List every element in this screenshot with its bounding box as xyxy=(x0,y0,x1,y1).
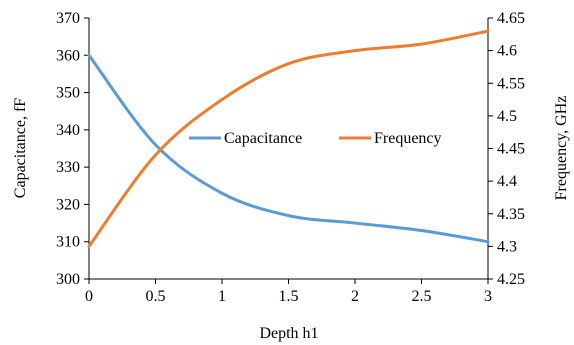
legend-label-frequency: Frequency xyxy=(374,130,442,147)
x-tick-label: 2 xyxy=(351,288,359,305)
y2-tick-label: 4.65 xyxy=(497,10,525,27)
tick-labels: 0 0.5 1 1.5 2 2.5 3 300 310 320 330 340 350 360 370 4.2… xyxy=(56,10,525,305)
x-tick-label: 0.5 xyxy=(146,288,166,305)
y2-tick-label: 4.6 xyxy=(497,43,517,60)
y-axis-title: Capacitance, fF xyxy=(12,98,29,199)
series-line-capacitance xyxy=(87,53,490,244)
y-tick-label: 310 xyxy=(56,234,80,251)
y2-tick-label: 4.45 xyxy=(497,141,525,158)
axes xyxy=(84,17,493,284)
y2-axis-title: Frequency, GHz xyxy=(553,96,570,201)
y2-tick-label: 4.35 xyxy=(497,206,525,223)
y2-tick-label: 4.3 xyxy=(497,238,517,255)
y2-tick-label: 4.55 xyxy=(497,75,525,92)
legend-label-capacitance: Capacitance xyxy=(224,130,302,147)
y2-tick-label: 4.4 xyxy=(497,173,517,190)
x-tick-label: 0 xyxy=(85,288,93,305)
x-axis-title: Depth h1 xyxy=(259,325,318,342)
x-tick-label: 2.5 xyxy=(412,288,432,305)
series-line-frequency xyxy=(87,29,490,248)
y2-tick-label: 4.25 xyxy=(497,271,525,288)
y-tick-label: 340 xyxy=(56,122,80,139)
x-tick-label: 3 xyxy=(484,288,492,305)
y2-tick-label: 4.5 xyxy=(497,108,517,125)
x-tick-label: 1.5 xyxy=(279,288,299,305)
y-tick-label: 300 xyxy=(56,271,80,288)
series-layer xyxy=(87,29,490,248)
y-tick-label: 360 xyxy=(56,47,80,64)
legend: Capacitance Frequency xyxy=(189,130,442,147)
y-tick-label: 370 xyxy=(56,10,80,27)
y-tick-label: 350 xyxy=(56,85,80,102)
x-tick-label: 1 xyxy=(218,288,226,305)
y-tick-label: 330 xyxy=(56,159,80,176)
y-tick-label: 320 xyxy=(56,196,80,213)
